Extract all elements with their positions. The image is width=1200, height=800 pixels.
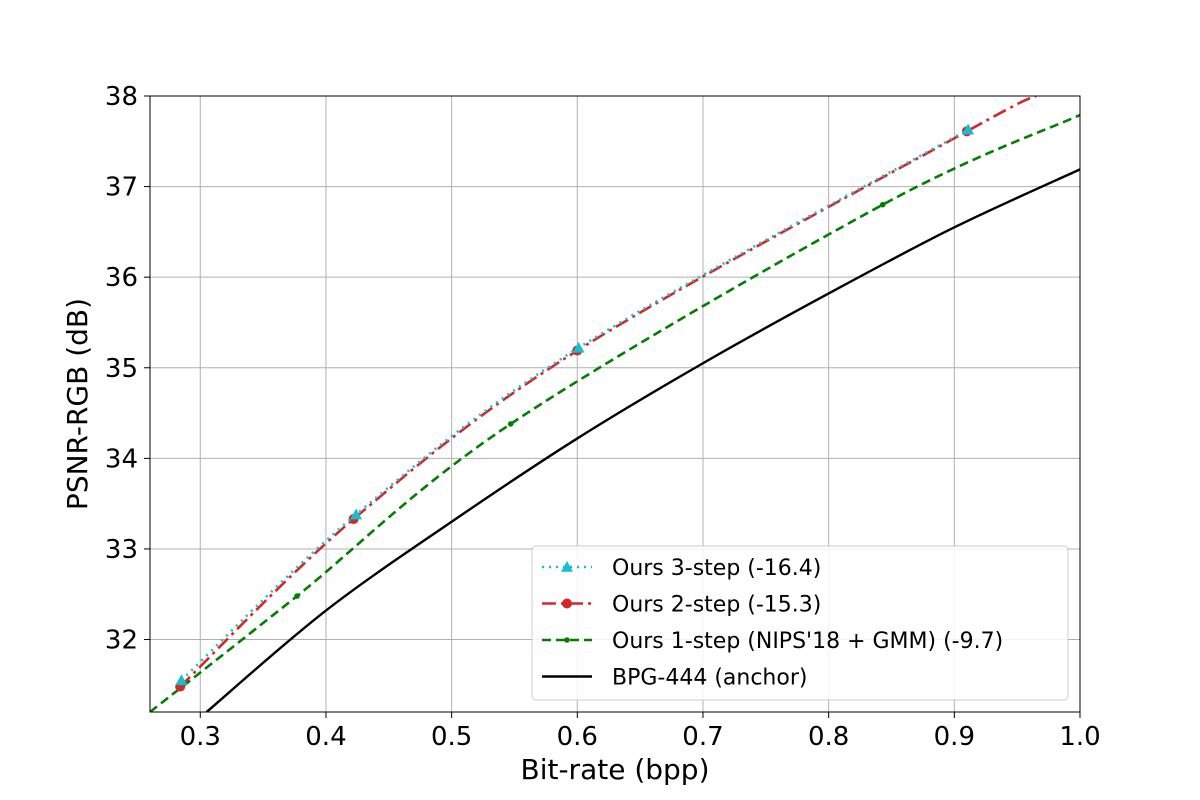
legend-entry-3: BPG-444 (anchor) [612, 666, 807, 691]
series-layer [150, 96, 1080, 712]
data-point-0-2 [572, 341, 585, 353]
x-tick-label: 0.8 [808, 722, 849, 752]
ticks: 0.3 0.4 0.5 0.6 0.7 0.8 0.9 1.0 32 33 34 35 36 37 38 [105, 82, 1101, 752]
data-point-0-3 [962, 123, 975, 135]
x-tick-label: 0.6 [557, 722, 598, 752]
series-2 [150, 113, 1080, 712]
y-tick-label: 34 [105, 444, 138, 474]
legend-marker-1 [562, 598, 572, 609]
x-tick-label: 0.3 [180, 722, 221, 752]
legend-box [531, 545, 1069, 701]
x-tick-label: 0.9 [934, 722, 975, 752]
legend-marker-0 [561, 561, 573, 572]
data-point-2-2 [507, 421, 514, 427]
series-line-2 [150, 113, 1080, 712]
series-0 [175, 123, 975, 686]
y-tick-label: 37 [105, 173, 138, 203]
y-tick-label: 36 [105, 263, 138, 293]
legend-entry-1: Ours 2-step (-15.3) [612, 593, 821, 618]
data-point-0-0 [175, 674, 188, 686]
y-tick-label: 38 [105, 82, 138, 112]
y-axis-label: PSNR-RGB (dB) [61, 298, 94, 510]
x-axis-label: Bit-rate (bpp) [520, 753, 709, 786]
legend-entry-0: Ours 3-step (-16.4) [612, 556, 821, 581]
legend-entry-2: Ours 1-step (NIPS'18 + GMM) (-9.7) [612, 629, 1003, 654]
legend-marker-2 [564, 637, 570, 643]
plot-frame [149, 95, 1081, 713]
legend: Ours 3-step (-16.4) Ours 2-step (-15.3) Ou… [531, 545, 1069, 701]
y-tick-label: 32 [105, 626, 138, 656]
x-tick-label: 0.7 [682, 722, 723, 752]
x-tick-label: 1.0 [1059, 722, 1100, 752]
x-tick-label: 0.4 [305, 722, 346, 752]
data-point-0-1 [350, 508, 363, 520]
series-3 [205, 168, 1080, 712]
grid [150, 95, 1081, 712]
data-point-2-3 [879, 201, 886, 208]
data-point-2-1 [294, 593, 300, 599]
y-tick-label: 35 [105, 354, 138, 384]
x-tick-label: 0.5 [431, 722, 472, 752]
series-line-3 [205, 168, 1080, 712]
y-tick-label: 33 [105, 535, 138, 565]
